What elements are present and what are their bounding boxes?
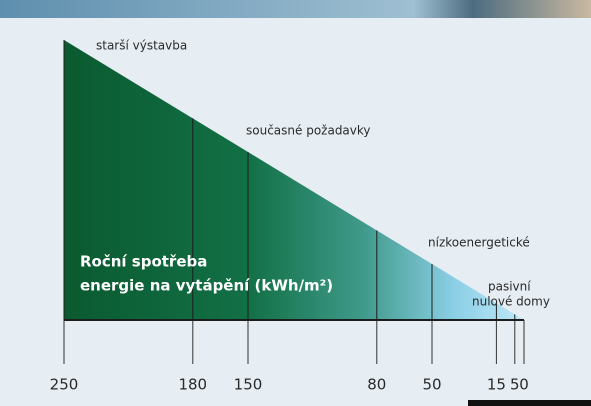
corner-block <box>468 400 591 406</box>
x-tick-label: 150 <box>234 376 263 394</box>
annotation: pasivní <box>488 280 531 294</box>
x-tick-label: 180 <box>178 376 207 394</box>
annotation: současné požadavky <box>246 124 371 138</box>
x-tick-label: 5 <box>510 376 520 394</box>
photo-strip <box>0 0 591 18</box>
inner-title: energie na vytápění (kWh/m²) <box>80 277 333 295</box>
x-tick-label: 15 <box>487 376 506 394</box>
x-tick-label: 0 <box>519 376 529 394</box>
chart: 25018015080501550starší výstavbasoučasné… <box>0 0 591 406</box>
x-tick-label: 50 <box>422 376 441 394</box>
annotation: starší výstavba <box>96 39 187 53</box>
annotation: nulové domy <box>472 295 550 309</box>
x-tick-label: 80 <box>367 376 386 394</box>
x-tick-label: 250 <box>50 376 79 394</box>
inner-title: Roční spotřeba <box>80 253 207 271</box>
annotation: nízkoenergetické <box>428 236 530 250</box>
